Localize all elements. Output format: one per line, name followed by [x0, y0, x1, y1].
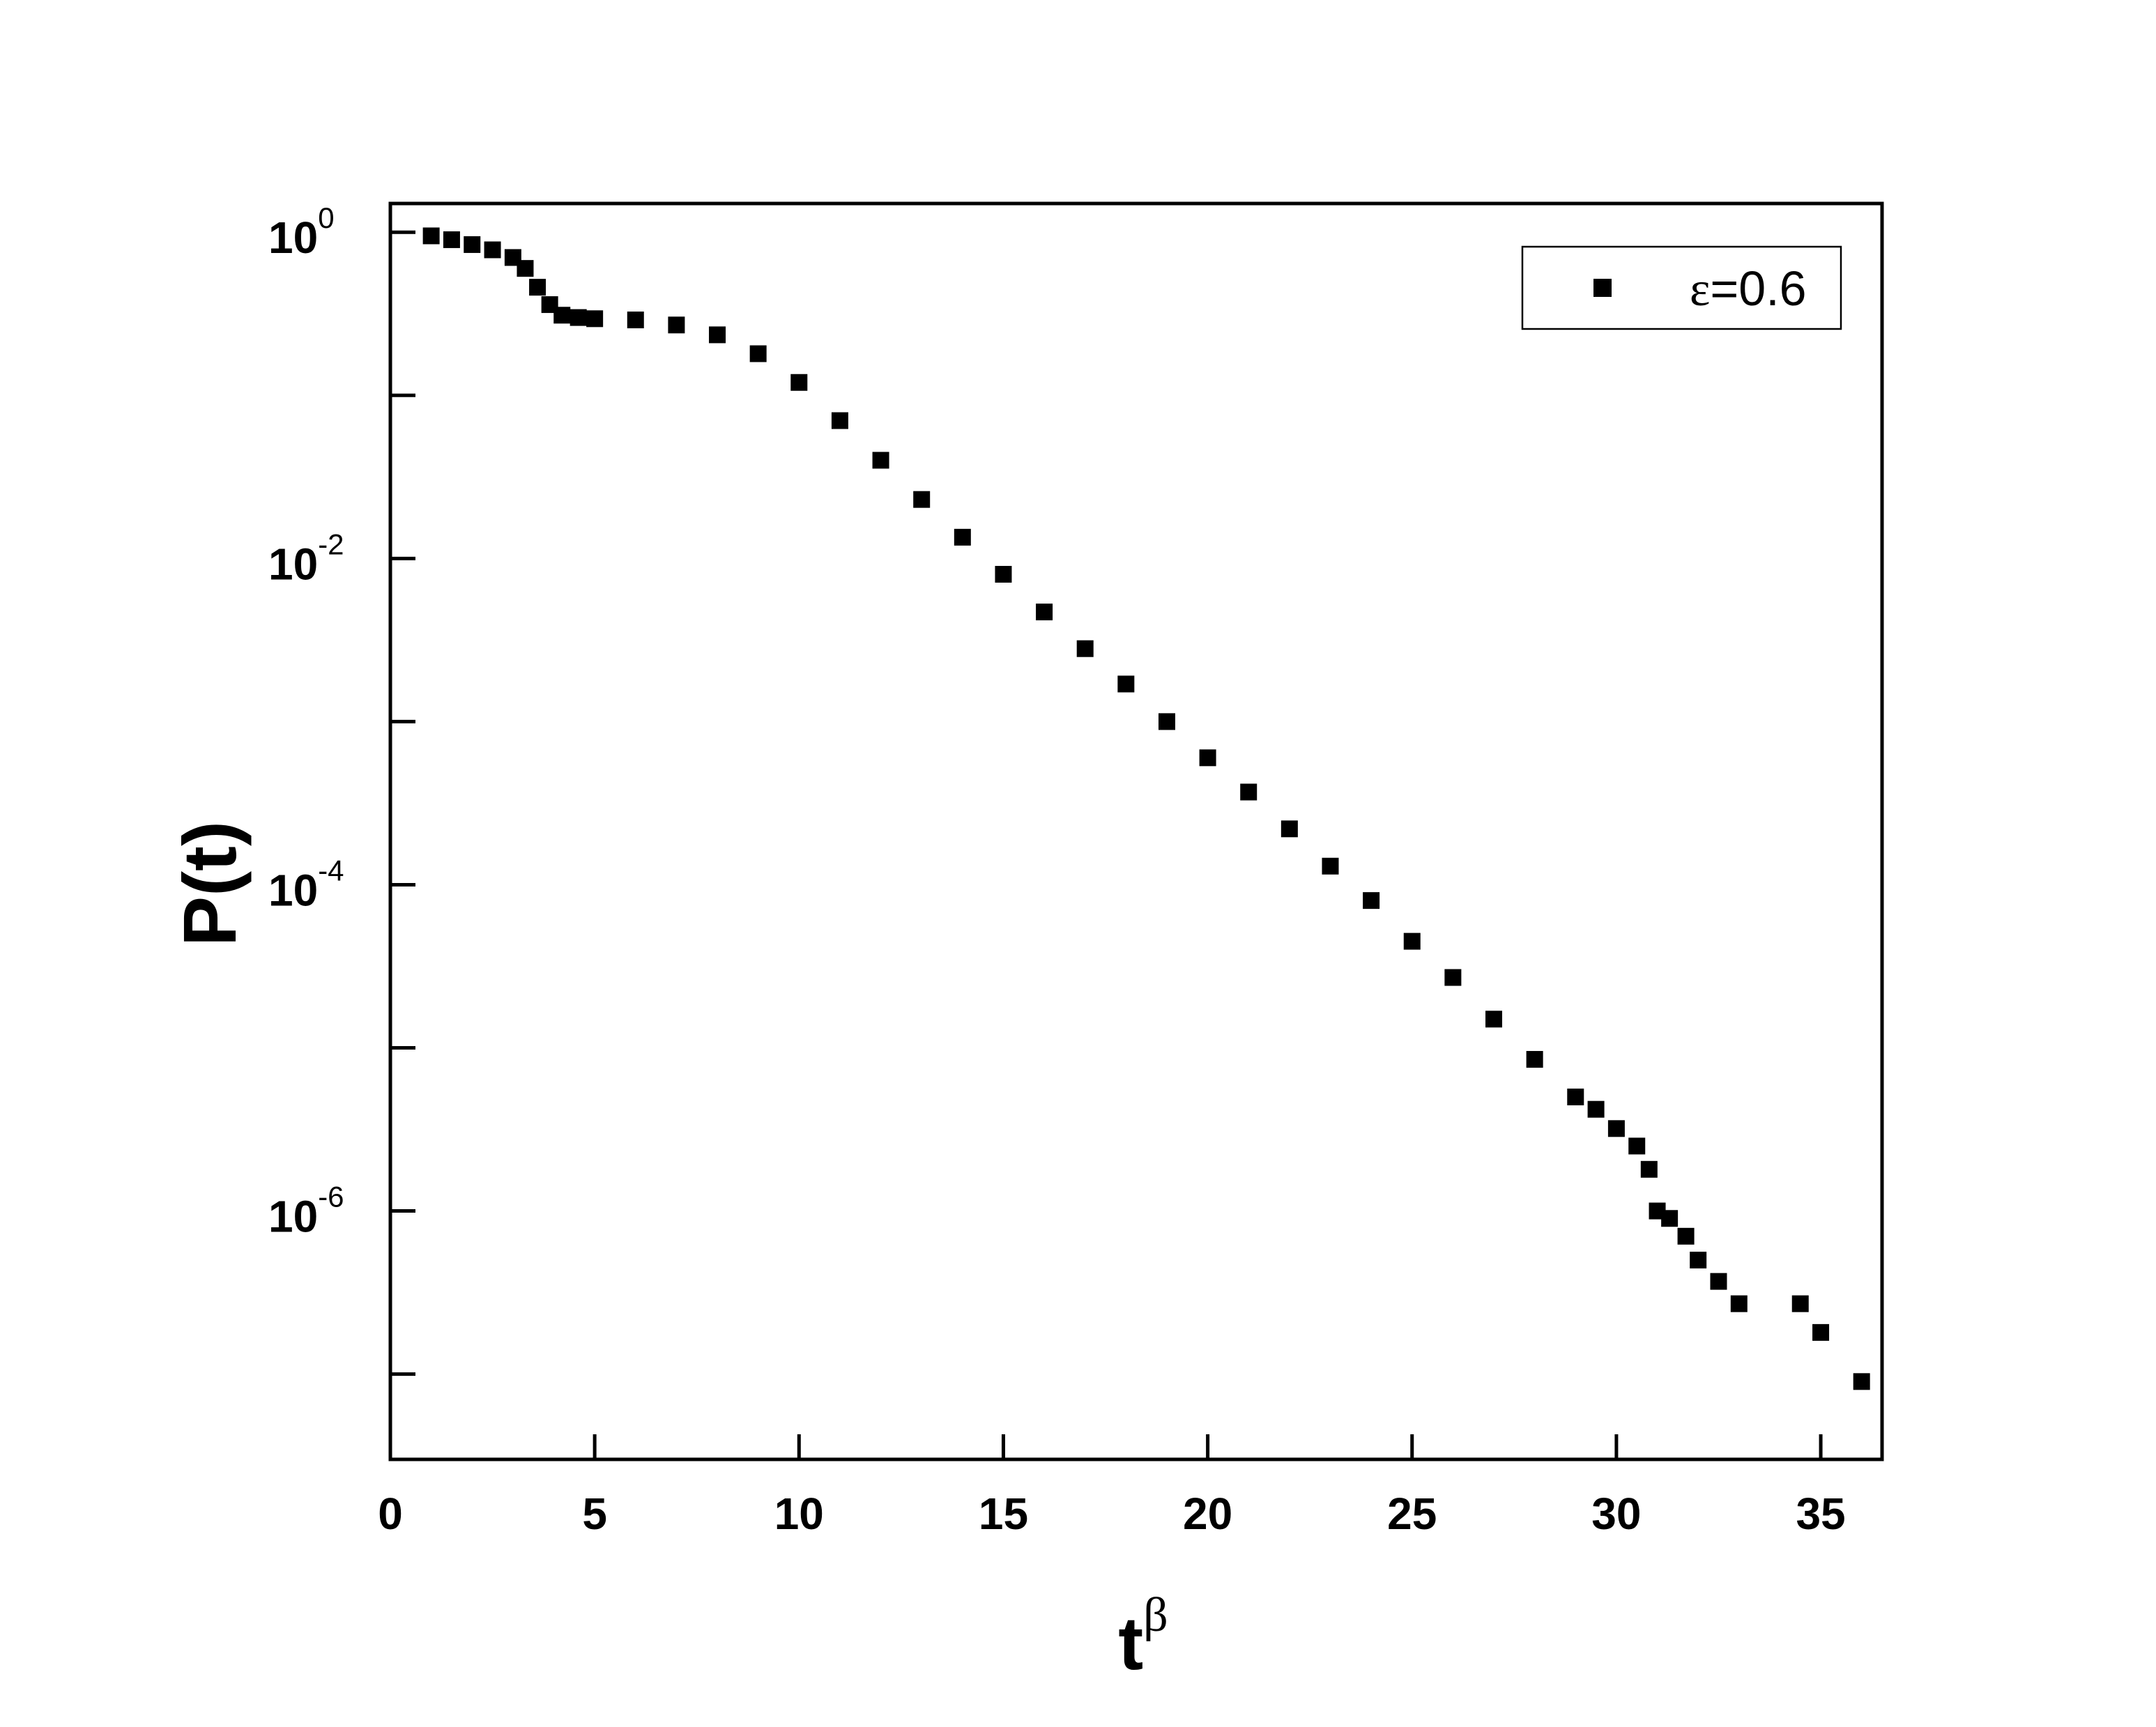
y-tick-label: 100: [268, 201, 335, 263]
data-point: [995, 566, 1012, 583]
data-point: [1199, 749, 1216, 767]
data-points: [422, 227, 1870, 1390]
data-point: [1076, 640, 1094, 657]
data-point: [443, 231, 460, 248]
y-tick-label-exponent: -2: [318, 528, 344, 560]
plot-frame: [388, 201, 1884, 1461]
data-point: [1485, 1011, 1503, 1028]
x-axis-title: tβ: [1118, 1588, 1168, 1685]
data-point: [1628, 1137, 1646, 1155]
data-point: [1607, 1120, 1625, 1137]
legend-value: =0.6: [1710, 261, 1806, 316]
y-tick-label-base: 10: [268, 1192, 318, 1242]
legend: ε=0.6: [1521, 245, 1842, 330]
data-point: [529, 279, 546, 296]
data-point: [553, 307, 571, 324]
data-point: [831, 412, 848, 429]
y-tick-label-exponent: 0: [318, 201, 334, 234]
data-point: [1240, 783, 1257, 801]
legend-label: ε=0.6: [1690, 261, 1807, 316]
data-point: [1587, 1100, 1605, 1118]
x-tick-label: 10: [774, 1489, 824, 1539]
x-tick-label: 20: [1183, 1489, 1232, 1539]
x-axis-label: t: [1118, 1601, 1143, 1685]
data-point: [709, 326, 726, 344]
data-point: [1690, 1252, 1707, 1269]
data-point: [569, 309, 587, 326]
y-tick-label-exponent: -4: [318, 854, 344, 886]
data-point: [1640, 1160, 1658, 1178]
y-tick-label: 10-6: [268, 1181, 344, 1242]
data-point: [627, 312, 644, 329]
legend-symbol: ε: [1690, 263, 1710, 316]
x-tick-label: 30: [1591, 1489, 1641, 1539]
data-point: [1036, 604, 1053, 621]
y-tick-label-base: 10: [268, 213, 318, 263]
y-tick-label-base: 10: [268, 865, 318, 915]
x-tick-label: 0: [378, 1489, 403, 1539]
data-point: [1280, 820, 1298, 838]
data-point: [913, 491, 931, 508]
data-point: [1710, 1273, 1727, 1290]
data-point: [1363, 892, 1380, 909]
data-point: [954, 528, 971, 546]
y-tick-label: 10-4: [268, 854, 344, 915]
data-point: [464, 236, 481, 253]
data-point: [1567, 1088, 1584, 1105]
data-point: [1853, 1373, 1870, 1390]
data-point: [517, 260, 534, 277]
x-axis-label-superscript: β: [1143, 1588, 1168, 1642]
data-point: [484, 241, 501, 259]
data-point: [790, 374, 808, 391]
x-axis-ticks: 0 5 10 15 20 25 30 35: [378, 1434, 1846, 1539]
data-point: [586, 310, 604, 328]
y-tick-label: 10-2: [268, 528, 344, 589]
data-point: [1812, 1323, 1830, 1341]
data-point: [1117, 675, 1135, 693]
legend-marker: [1593, 279, 1612, 297]
data-point: [1526, 1051, 1543, 1068]
data-point: [1791, 1295, 1809, 1312]
data-point: [1730, 1295, 1748, 1312]
data-point: [749, 345, 767, 362]
data-point: [872, 452, 889, 469]
y-tick-label-base: 10: [268, 539, 318, 589]
y-tick-label-exponent: -6: [318, 1181, 344, 1213]
data-point: [668, 316, 685, 334]
data-point: [422, 227, 440, 245]
data-point: [1661, 1210, 1679, 1227]
data-point: [1322, 857, 1339, 875]
x-tick-label: 5: [582, 1489, 607, 1539]
y-axis-title: P(t): [167, 821, 252, 946]
data-point: [1677, 1227, 1695, 1245]
x-tick-label: 35: [1796, 1489, 1845, 1539]
data-point: [1444, 969, 1462, 986]
data-point: [1403, 932, 1421, 950]
x-tick-label: 15: [979, 1489, 1028, 1539]
legend-box: [1521, 245, 1842, 330]
data-point: [1158, 713, 1175, 730]
x-tick-label: 25: [1387, 1489, 1437, 1539]
